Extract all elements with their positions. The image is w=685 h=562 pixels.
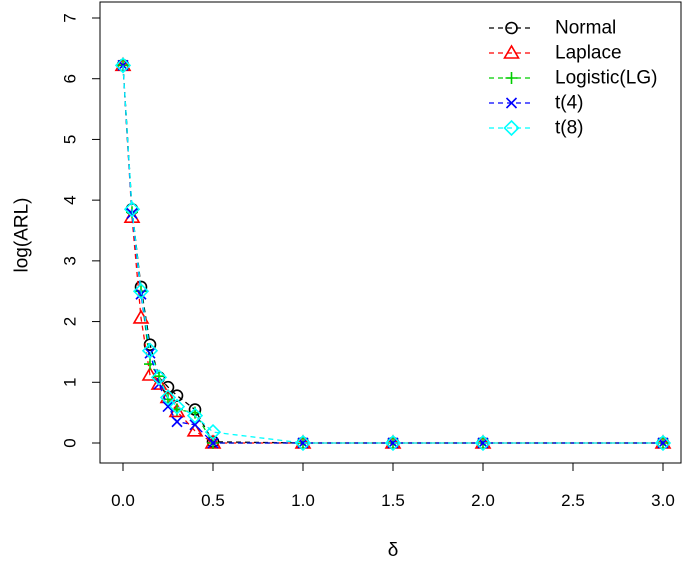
- plot-area: [99, 1, 682, 464]
- data-point-t-8: [123, 201, 141, 218]
- legend-marker: [503, 44, 520, 59]
- y-axis-title: log(ARL): [12, 198, 33, 273]
- data-point-normal: [143, 338, 157, 351]
- x-axis-title: δ: [388, 540, 399, 561]
- data-point-t-4: [207, 437, 219, 449]
- y-tick-label: 5: [61, 135, 80, 144]
- data-point-laplace: [141, 366, 159, 381]
- legend-marker: [505, 21, 518, 35]
- x-tick-label: 0.5: [201, 491, 225, 510]
- data-point-t-8: [132, 283, 150, 300]
- legend-marker: [503, 119, 520, 137]
- legend-label: Normal: [555, 18, 616, 39]
- legend-item-normal: Normal: [489, 18, 616, 39]
- x-tick-label: 1.0: [291, 491, 315, 510]
- data-point-t-8: [654, 434, 672, 452]
- series-line-t-8: [122, 65, 663, 444]
- legend-marker: [505, 97, 518, 109]
- series-t-4: [117, 59, 669, 449]
- y-tick-label: 7: [61, 13, 80, 22]
- x-tick-label: 2.0: [471, 491, 495, 510]
- data-point-logistic-lg: [153, 370, 165, 383]
- x-tick-label: 2.5: [561, 491, 585, 510]
- plot-frame: [99, 1, 682, 464]
- data-point-t-8: [141, 342, 159, 359]
- axes: 0.0 0.5 1.0 1.5 2.0 2.5 3.0 0 1 2 3 4 5 6 7: [61, 13, 675, 510]
- data-point-laplace: [150, 375, 168, 390]
- data-point-t-8: [384, 434, 402, 452]
- y-tick-label: 2: [61, 317, 80, 326]
- data-point-t-8: [150, 369, 168, 386]
- y-tick-label: 0: [61, 438, 80, 447]
- data-point-t-8: [159, 389, 177, 406]
- legend-item-laplace: Laplace: [489, 43, 622, 64]
- legend-label: Logistic(LG): [555, 68, 657, 89]
- legend-item-logistic-lg: Logistic(LG): [489, 68, 657, 89]
- series-line-laplace: [122, 65, 663, 444]
- legend-item-t-4: t(4): [489, 93, 584, 114]
- data-point-t-4: [189, 419, 201, 431]
- legend-marker: [505, 72, 518, 84]
- data-point-t-4: [144, 347, 156, 359]
- y-tick-label: 1: [61, 378, 80, 387]
- legend: Normal Laplace Logistic(LG) t(4) t(8): [489, 18, 657, 139]
- legend-item-t-8: t(8): [489, 118, 584, 139]
- x-tick-label: 3.0: [651, 491, 675, 510]
- data-point-laplace: [186, 422, 204, 437]
- y-tick-label: 4: [61, 195, 80, 204]
- series-normal: [116, 59, 670, 450]
- legend-label: Laplace: [555, 43, 622, 64]
- data-point-t-8: [294, 434, 312, 452]
- y-tick-label: 6: [61, 74, 80, 83]
- legend-label: t(8): [555, 118, 584, 139]
- series-logistic-lg: [117, 59, 669, 449]
- series-layer: [114, 56, 672, 452]
- data-point-t-8: [168, 398, 186, 415]
- data-point-t-8: [204, 423, 222, 441]
- x-tick-label: 1.5: [381, 491, 405, 510]
- series-t-8: [114, 57, 672, 452]
- data-point-t-8: [186, 407, 204, 424]
- data-point-logistic-lg: [162, 393, 174, 406]
- legend-label: t(4): [555, 93, 584, 114]
- series-laplace: [114, 56, 672, 449]
- data-point-t-4: [171, 416, 183, 428]
- x-tick-label: 0.0: [111, 491, 135, 510]
- data-point-t-8: [474, 434, 492, 452]
- y-tick-label: 3: [61, 256, 80, 265]
- data-point-t-8: [114, 57, 132, 74]
- data-point-t-4: [162, 401, 174, 413]
